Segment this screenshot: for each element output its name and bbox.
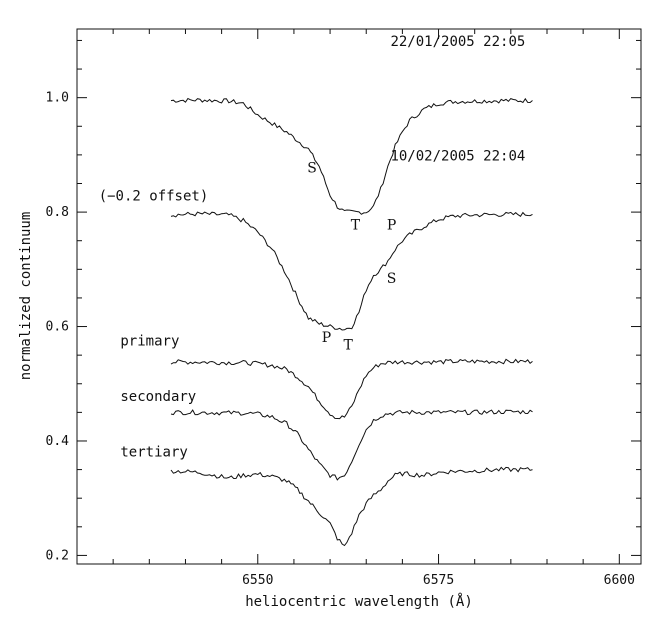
annotation-label: primary (120, 333, 179, 349)
series-line-primary (170, 358, 533, 420)
x-axis-label: heliocentric wavelength (Å) (245, 593, 473, 610)
y-tick-label: 0.6 (46, 320, 69, 335)
annotation-label: P (387, 217, 396, 233)
annotation-label: S (387, 271, 397, 287)
spectrum-lines (170, 97, 533, 547)
annotation-label: S (307, 161, 317, 177)
annotation-label: 22/01/2005 22:05 (390, 34, 525, 50)
annotation-label: T (351, 217, 361, 233)
x-tick-label: 6575 (423, 573, 454, 588)
annotation-label: (−0.2 offset) (99, 189, 209, 205)
axis-tick-labels: 6550 6575 6600 0.2 0.4 0.6 0.8 1.0 (46, 91, 635, 588)
plot-frame (76, 28, 642, 565)
x-tick-label: 6600 (604, 573, 635, 588)
series-line-secondary (170, 409, 533, 481)
y-tick-label: 0.4 (46, 434, 70, 449)
y-axis-label: normalized continuum (18, 212, 34, 381)
axis-ticks (77, 29, 641, 564)
series-line-obs1 (170, 97, 533, 215)
series-line-obs2 (170, 211, 533, 331)
y-tick-label: 0.2 (46, 548, 69, 563)
annotation-label: 10/02/2005 22:04 (390, 149, 525, 165)
annotation-label: secondary (120, 389, 196, 405)
annotation-label: P (322, 330, 331, 346)
series-line-tertiary (170, 466, 533, 547)
x-tick-label: 6550 (242, 573, 273, 588)
y-tick-label: 0.8 (46, 205, 69, 220)
y-tick-label: 1.0 (46, 91, 69, 106)
annotation-label: tertiary (120, 444, 187, 460)
chart-annotations: 22/01/2005 22:05 10/02/2005 22:04 (−0.2 of… (99, 34, 526, 460)
annotation-label: T (343, 337, 353, 353)
